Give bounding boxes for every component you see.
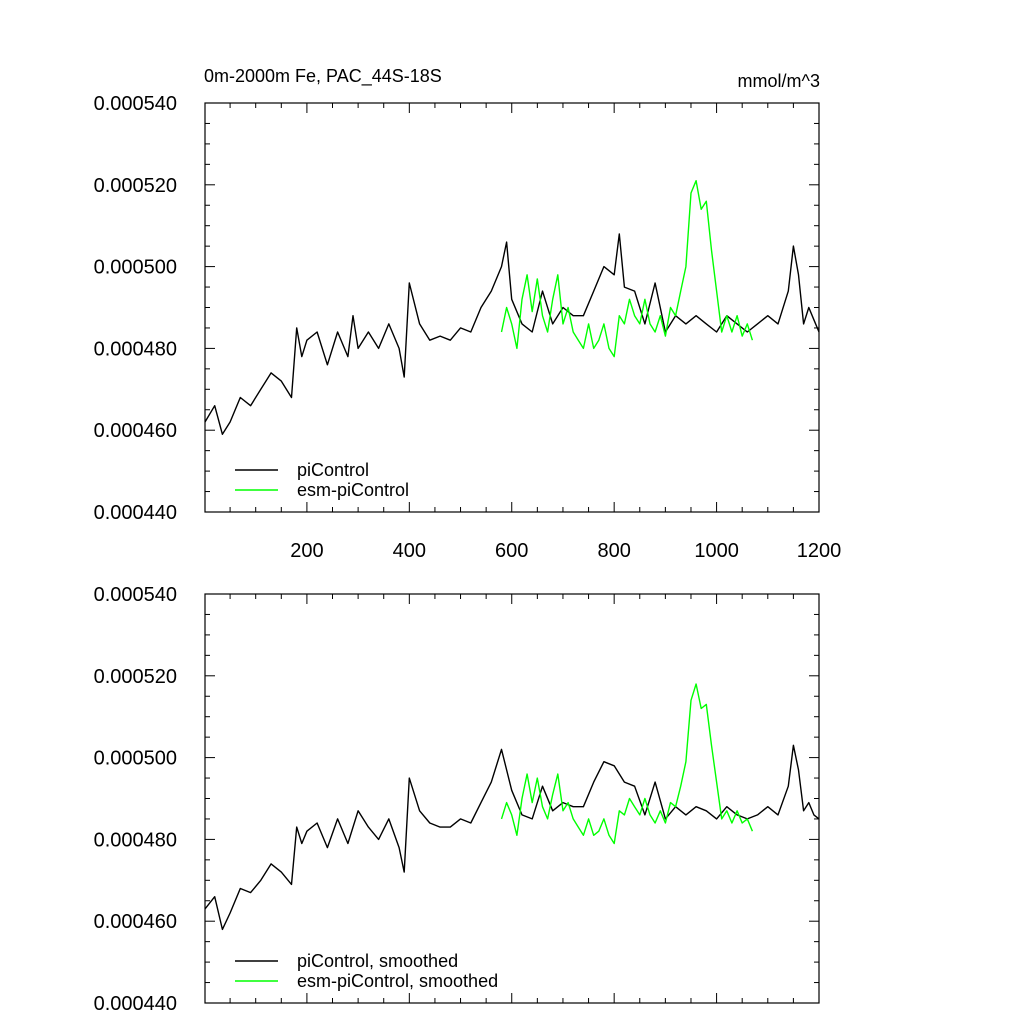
y-tick-label: 0.000480 (94, 829, 177, 851)
legend-label-esm-picontrol: esm-piControl (297, 480, 409, 500)
y-tick-label: 0.000520 (94, 175, 177, 197)
x-tick-label: 1000 (694, 540, 739, 562)
top-panel-title: 0m-2000m Fe, PAC_44S-18S (204, 66, 442, 87)
legend-label-esm-picontrol-smoothed: esm-piControl, smoothed (297, 971, 498, 991)
y-tick-label: 0.000440 (94, 993, 177, 1015)
y-tick-label: 0.000540 (94, 93, 177, 115)
top-panel: 0m-2000m Fe, PAC_44S-18S mmol/m^3 0.0004… (94, 66, 842, 562)
legend-label-picontrol-smoothed: piControl, smoothed (297, 951, 458, 971)
series-line-esm-picontrol-smoothed (500, 683, 754, 845)
x-tick-label: 600 (495, 540, 528, 562)
bottom-panel-legend: piControl, smoothed esm-piControl, smoot… (235, 951, 498, 991)
x-tick-label: 800 (597, 540, 630, 562)
series-line-esm-picontrol (500, 179, 754, 358)
bottom-panel: 0.000440 0.000460 0.000480 0.000500 0.000520… (94, 584, 820, 1015)
bottom-panel-y-tick-labels: 0.000440 0.000460 0.000480 0.000500 0.000520… (94, 584, 177, 1015)
bottom-panel-series (204, 683, 820, 931)
series-line-picontrol-smoothed (204, 744, 820, 931)
bottom-panel-frame (204, 593, 820, 1004)
y-tick-label: 0.000460 (94, 911, 177, 933)
y-tick-label: 0.000520 (94, 666, 177, 688)
top-panel-frame (204, 102, 820, 513)
top-panel-legend: piControl esm-piControl (235, 460, 409, 500)
x-tick-label: 200 (290, 540, 323, 562)
legend-label-picontrol: piControl (297, 460, 369, 480)
series-line-picontrol (204, 233, 820, 435)
y-tick-label: 0.000460 (94, 420, 177, 442)
y-tick-label: 0.000480 (94, 338, 177, 360)
y-tick-label: 0.000440 (94, 502, 177, 524)
x-tick-label: 400 (393, 540, 426, 562)
top-panel-series (204, 179, 820, 435)
top-panel-y-tick-labels: 0.000440 0.000460 0.000480 0.000500 0.000520… (94, 93, 177, 524)
x-tick-label: 1200 (797, 540, 842, 562)
y-tick-label: 0.000540 (94, 584, 177, 606)
top-panel-units: mmol/m^3 (738, 71, 820, 91)
top-panel-x-tick-labels: 200 400 600 800 1000 1200 (290, 540, 841, 562)
y-tick-label: 0.000500 (94, 257, 177, 279)
y-tick-label: 0.000500 (94, 748, 177, 770)
